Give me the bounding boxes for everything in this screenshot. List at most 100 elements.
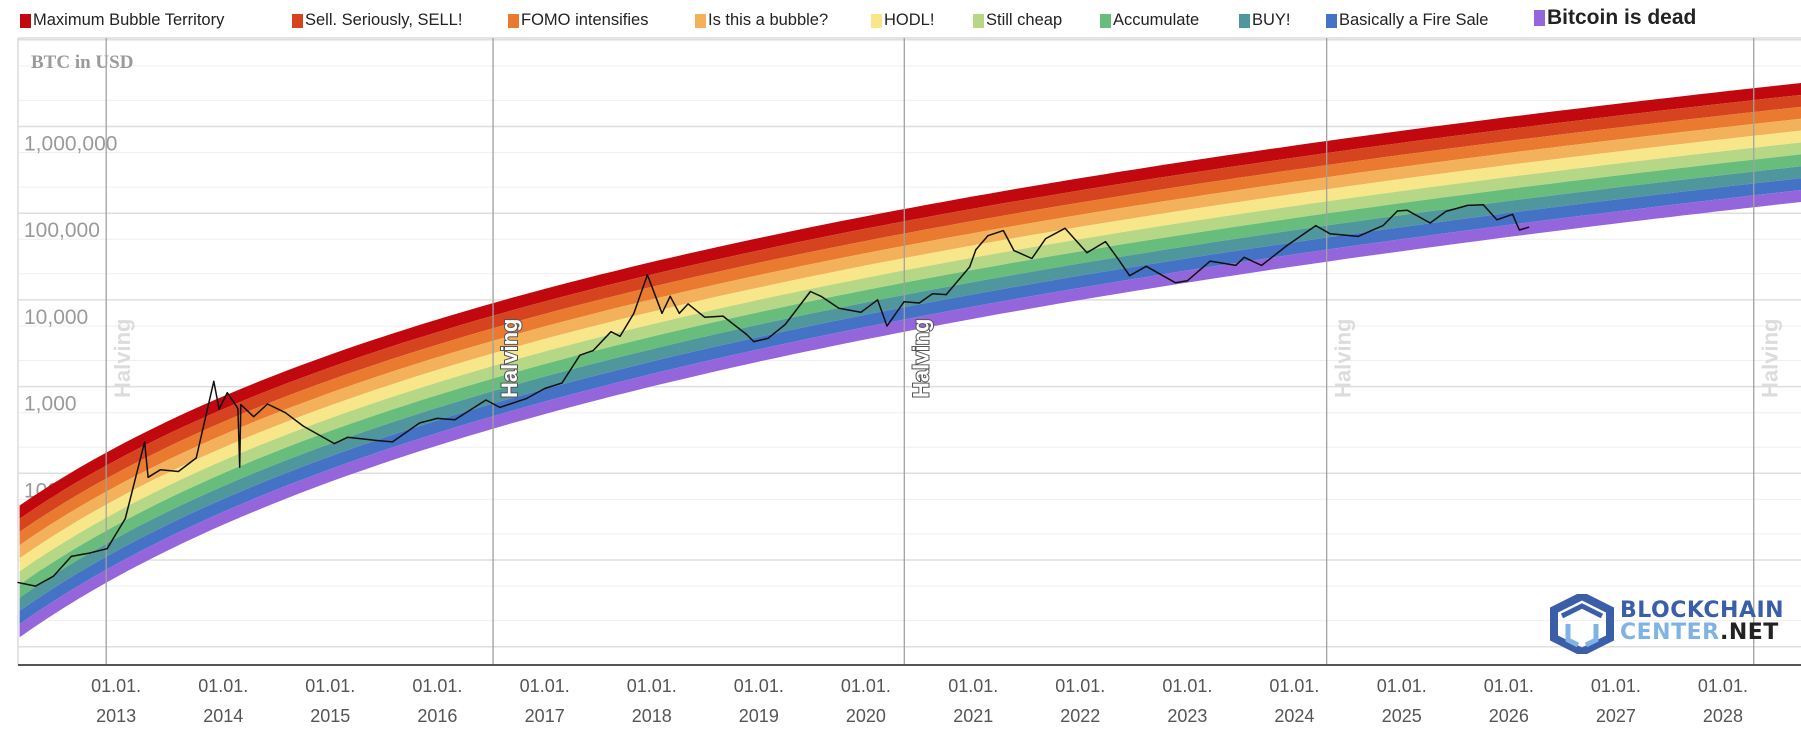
btc-price-point [499,406,501,409]
legend-swatch [871,13,882,28]
btc-price-point [1145,265,1147,267]
btc-price-point [767,337,769,339]
btc-price-point [253,416,255,418]
btc-price-point [561,382,563,384]
halving-label: Halving [908,319,933,398]
legend-swatch [695,13,706,28]
legend-swatch [1326,13,1337,28]
legend-item-6[interactable]: Accumulate [1100,11,1199,30]
legend-item-7[interactable]: BUY! [1239,11,1291,30]
legend-item-2[interactable]: FOMO intensifies [508,11,648,30]
x-tick-label-day: 01.01. [305,676,355,696]
btc-price-point [1174,282,1176,284]
btc-price-point [1002,229,1005,232]
btc-price-point [195,457,197,459]
y-tick-label: 10,000 [24,306,88,329]
btc-price-point [678,312,680,314]
x-tick-label-year: 2022 [1060,706,1100,726]
btc-price-point [218,408,220,410]
btc-price-point [619,335,621,337]
btc-price-point [1285,245,1288,247]
y-tick-label: 1,000 [24,393,77,416]
btc-price-point [266,403,269,405]
btc-price-point [809,290,812,293]
x-tick-label-year: 2020 [846,706,886,726]
x-tick-label-year: 2018 [632,706,672,726]
btc-price-point [1445,210,1447,212]
legend-label: Maximum Bubble Territory [33,11,225,29]
legend-label: Sell. Seriously, SELL! [305,11,463,29]
legend-label: HODL! [884,11,935,29]
btc-price-point [669,295,671,297]
btc-price-point [147,476,149,478]
btc-price-point [1429,222,1431,224]
x-tick-label-day: 01.01. [1591,676,1641,696]
x-tick-label-year: 2013 [96,706,136,726]
x-tick-label-year: 2014 [203,706,243,726]
legend-label: Is this a bubble? [708,11,829,29]
x-tick-label-day: 01.01. [1055,676,1105,696]
btc-price-point [485,399,487,401]
btc-price-point [1235,264,1237,266]
x-tick-label-day: 01.01. [1162,676,1212,696]
logo-cube-icon [1550,594,1614,654]
y-tick-label: 100,000 [24,219,100,242]
btc-price-point [687,303,689,305]
btc-price-point [240,403,242,406]
btc-price-point [1482,204,1484,206]
legend-item-9[interactable]: Bitcoin is dead [1534,6,1696,30]
btc-price-point [1315,224,1317,227]
btc-price-point [592,350,594,352]
legend-item-1[interactable]: Sell. Seriously, SELL! [292,11,462,30]
btc-price-point [1518,229,1520,231]
legend-item-5[interactable]: Still cheap [973,11,1062,30]
legend-label: Accumulate [1113,11,1200,29]
x-tick-label-year: 2023 [1167,706,1207,726]
legend-label: Still cheap [986,11,1063,29]
x-tick-label-day: 01.01. [91,676,141,696]
btc-price-point [1031,257,1033,260]
btc-price-point [1467,204,1469,207]
legend-swatch [1239,13,1250,28]
btc-price-point [124,518,126,520]
halving-label: Halving [1758,319,1783,398]
legend-label: Basically a Fire Sale [1339,11,1489,29]
btc-price-point [177,470,179,473]
btc-price-point [1243,256,1245,258]
halving-label: Halving [497,319,522,398]
logo-text-net: .NET [1719,620,1779,645]
legend-item-8[interactable]: Basically a Fire Sale [1326,11,1488,30]
btc-price-point [213,380,215,382]
x-tick-label-day: 01.01. [948,676,998,696]
btc-price-point [226,392,228,394]
legend-swatch [973,13,984,28]
btc-price-point [918,302,920,304]
x-tick-label-day: 01.01. [1377,676,1427,696]
legend-item-0[interactable]: Maximum Bubble Territory [20,11,224,30]
x-tick-label-year: 2028 [1703,706,1743,726]
btc-price-point [373,439,376,441]
btc-price-point [1396,210,1398,212]
x-tick-label-day: 01.01. [627,676,677,696]
x-tick-label-day: 01.01. [1698,676,1748,696]
legend-item-3[interactable]: Is this a bubble? [695,11,828,30]
legend-item-4[interactable]: HODL! [871,11,934,30]
btc-price-point [52,575,54,577]
btc-price-point [391,441,394,443]
x-tick-label-day: 01.01. [412,676,462,696]
legend-swatch [20,13,31,28]
x-tick-label-day: 01.01. [1484,676,1534,696]
halving-label: Halving [1331,319,1356,398]
halving-label: Halving [110,319,135,398]
btc-price-point [860,311,862,313]
btc-price-point [418,422,421,424]
btc-price-point [302,425,304,427]
btc-price-point [722,315,724,317]
btc-price-point [1329,233,1331,235]
x-tick-label-day: 01.01. [520,676,570,696]
btc-price-point [633,312,635,314]
btc-price-point [346,436,349,438]
btc-price-point [661,312,663,314]
btc-price-point [1186,280,1188,282]
